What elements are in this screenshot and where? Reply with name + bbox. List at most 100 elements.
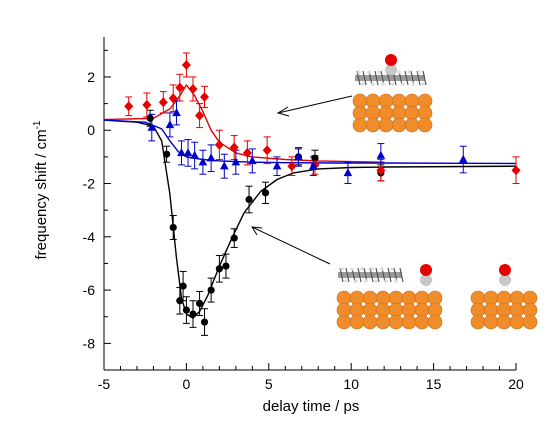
organic-layer-bond	[399, 267, 404, 283]
data-point-diamond	[200, 91, 210, 102]
data-point-triangle	[272, 161, 282, 170]
organic-layer-hydrogen	[407, 70, 411, 74]
substrate-atom	[483, 314, 499, 330]
data-point-circle	[245, 195, 253, 204]
data-point-diamond	[168, 93, 178, 104]
y-tick-label: 0	[87, 122, 95, 138]
substrate-atom	[388, 314, 404, 330]
data-point-triangle	[343, 168, 353, 177]
data-point-circle	[261, 189, 270, 197]
substrate-atom	[417, 117, 433, 133]
data-point-circle	[207, 286, 215, 294]
arrow-top-head	[276, 106, 290, 117]
data-point-diamond	[229, 142, 239, 153]
arrow-top	[277, 95, 353, 114]
y-tick-label: 2	[87, 69, 95, 85]
substrate-atom	[352, 117, 368, 133]
data-point-circle	[230, 234, 238, 242]
data-markers	[124, 59, 521, 326]
data-point-circle	[311, 154, 319, 162]
data-point-diamond	[262, 145, 272, 156]
organic-layer-hydrogen	[417, 70, 421, 74]
organic-layer-hydrogen	[371, 82, 375, 86]
substrate-atom	[378, 117, 394, 133]
substrate-slab-bottom-left	[336, 290, 443, 330]
substrate-atom	[509, 314, 525, 330]
substrate-atom	[375, 314, 391, 330]
data-point-diamond	[376, 165, 386, 176]
x-axis-label: delay time / ps	[263, 398, 360, 415]
data-point-circle	[176, 297, 184, 305]
organic-layer-bond	[345, 267, 350, 283]
fit-curve-diamond	[103, 84, 385, 163]
data-point-triangle	[183, 148, 193, 157]
organic-layer-hydrogen	[394, 279, 398, 283]
data-point-diamond	[188, 83, 198, 94]
data-point-circle	[146, 114, 154, 122]
substrate-atom	[404, 117, 420, 133]
fit-curves	[103, 84, 517, 319]
data-point-diamond	[511, 165, 521, 176]
data-point-circle	[179, 282, 187, 290]
organic-layer-hydrogen	[390, 267, 394, 271]
data-point-triangle	[231, 157, 241, 166]
data-point-triangle	[190, 150, 199, 159]
organic-layer-hydrogen	[397, 70, 401, 74]
organic-layer-hydrogen	[340, 267, 344, 271]
arrow-bottom-head	[251, 226, 263, 236]
y-tick-label: -8	[83, 335, 96, 351]
substrate-slab-top	[352, 93, 433, 133]
x-tick-label: 15	[426, 376, 442, 392]
data-point-triangle	[220, 161, 229, 170]
data-point-triangle	[172, 108, 181, 117]
data-point-diamond	[242, 147, 252, 158]
data-point-circle	[182, 306, 190, 314]
data-point-triangle	[458, 154, 468, 163]
organic-layer-hydrogen	[391, 82, 395, 86]
organic-layer-backbone	[355, 75, 425, 81]
organic-layer-bond	[357, 267, 362, 283]
organic-layer-hydrogen	[421, 82, 425, 86]
substrate-atom	[365, 117, 381, 133]
y-tick-label: -6	[83, 282, 96, 298]
data-point-triangle	[165, 120, 175, 129]
data-point-circle	[222, 262, 230, 270]
organic-layer-bond	[369, 267, 374, 283]
organic-layer-hydrogen	[354, 279, 358, 283]
x-tick-label: 0	[183, 376, 191, 392]
fit-curve-circle	[103, 119, 517, 319]
data-point-circle	[169, 223, 177, 232]
axes: -5 0 5 10 15 20 -8 -6 -4 -2 0 2	[83, 37, 524, 392]
data-point-diamond	[287, 161, 297, 172]
data-point-circle	[163, 150, 171, 158]
oxygen-atom	[420, 264, 432, 276]
organic-layer-hydrogen	[381, 82, 385, 86]
data-point-triangle	[248, 156, 257, 165]
x-tick-label: 10	[343, 376, 359, 392]
data-point-triangle	[294, 152, 303, 161]
organic-layer-bond	[374, 70, 379, 86]
y-axis-label-superscript: -1	[32, 120, 43, 129]
organic-layer-hydrogen	[350, 267, 354, 271]
data-point-diamond	[181, 59, 191, 70]
data-point-triangle	[376, 150, 386, 159]
substrate-atom	[427, 314, 443, 330]
organic-layer-bond	[375, 267, 380, 283]
organic-layer-hydrogen	[361, 82, 365, 86]
carbon-atom	[385, 64, 397, 76]
substrate-atom	[336, 314, 352, 330]
co-molecule-bottom-right	[499, 264, 511, 286]
annotation-arrows	[251, 95, 353, 265]
data-point-circle	[195, 299, 204, 307]
x-tick-label: -5	[98, 376, 111, 392]
data-point-triangle	[308, 161, 318, 170]
data-point-diamond	[142, 99, 152, 110]
organic-layer-hydrogen	[367, 70, 371, 74]
data-point-triangle	[177, 148, 186, 157]
data-point-triangle	[206, 153, 216, 162]
substrate-atom	[496, 314, 512, 330]
organic-layer-hydrogen	[380, 267, 384, 271]
organic-layer-bond	[422, 70, 427, 86]
organic-layer-hydrogen	[370, 267, 374, 271]
organic-layer-backbone	[338, 272, 402, 278]
